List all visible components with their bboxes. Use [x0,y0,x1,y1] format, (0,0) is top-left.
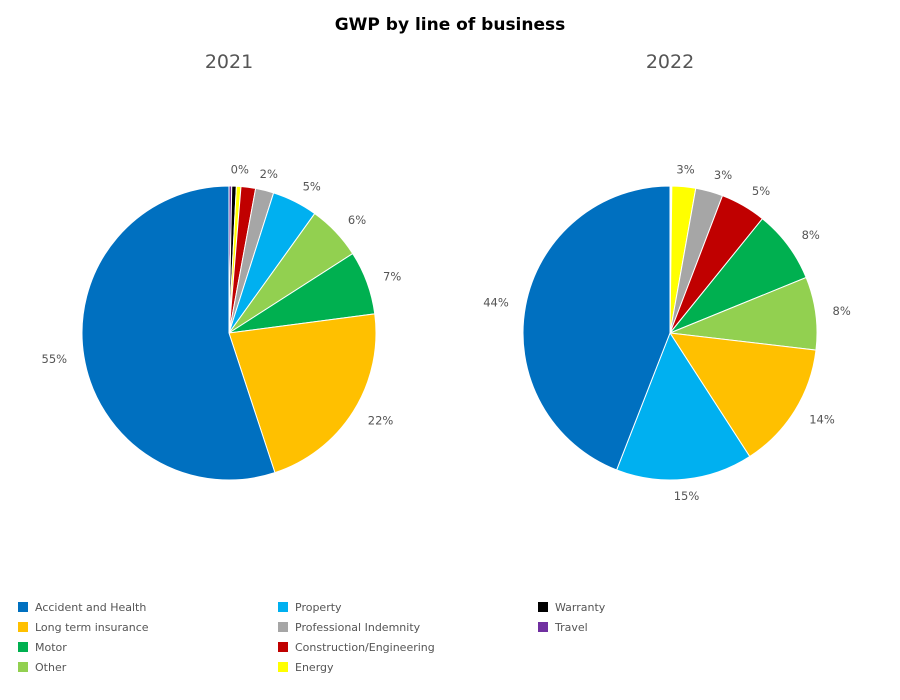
legend-item-other[interactable]: Other [18,657,66,677]
pie-slice-property [615,331,751,481]
slice-label-energy: 0% [231,162,249,176]
legend-label: Motor [35,640,67,654]
legend-label: Energy [295,660,334,674]
legend-item-property[interactable]: Property [278,597,342,617]
slice-label-motor: 7% [383,270,401,284]
pie-slice-accident-and-health [522,185,671,471]
legend-swatch [278,622,288,632]
slice-label-long-term-insurance: 22% [368,413,394,427]
slice-label-other: 8% [833,304,851,318]
legend-item-energy[interactable]: Energy [278,657,334,677]
legend-label: Construction/Engineering [295,640,435,654]
legend-label: Other [35,660,67,674]
legend-item-professional-indemnity[interactable]: Professional Indemnity [278,617,420,637]
legend-label: Professional Indemnity [295,620,421,634]
legend-item-travel[interactable]: Travel [538,617,588,637]
pie-slice-accident-and-health [81,185,276,481]
legend-item-long-term-insurance[interactable]: Long term insurance [18,617,149,637]
slice-label-energy: 3% [676,163,694,177]
pie-2022: 2022 3% 3% 5% 8% 8% 14% 15% 44% [483,51,851,503]
pie-2021: 2021 0% 2% 5% 6% 7% 22% 55% [42,51,401,481]
legend-item-accident-and-health[interactable]: Accident and Health [18,597,146,617]
legend: Accident and Health Long term insurance Mo… [18,600,898,690]
legend-swatch [18,642,28,652]
slice-label-motor: 8% [802,228,820,242]
slice-label-property: 5% [303,179,321,193]
pie-title: 2021 [205,51,253,73]
legend-swatch [278,662,288,672]
slice-label-other: 6% [348,213,366,227]
legend-label: Accident and Health [35,600,147,614]
legend-item-warranty[interactable]: Warranty [538,597,605,617]
legend-label: Warranty [555,600,606,614]
slice-label-property: 15% [674,489,700,503]
legend-label: Property [295,600,342,614]
legend-label: Long term insurance [35,620,149,634]
legend-swatch [18,662,28,672]
slice-label-accident-and-health: 44% [483,296,509,310]
slice-label-professional-indemnity: 3% [714,168,732,182]
legend-swatch [538,622,548,632]
legend-item-motor[interactable]: Motor [18,637,67,657]
slice-label-professional-indemnity: 2% [260,167,278,181]
legend-swatch [18,622,28,632]
pie-title: 2022 [646,51,694,73]
slice-label-accident-and-health: 55% [42,352,68,366]
legend-label: Travel [555,620,588,634]
legend-swatch [278,602,288,612]
pie-slice-long-term-insurance [669,332,817,458]
slice-label-construction-engineering: 5% [752,184,770,198]
legend-item-construction-engineering[interactable]: Construction/Engineering [278,637,435,657]
chart-title: GWP by line of business [335,15,566,35]
slice-label-long-term-insurance: 14% [809,413,835,427]
legend-swatch [18,602,28,612]
legend-swatch [278,642,288,652]
pie-charts: GWP by line of business 2021 0% 2% 5% 6% 7% 22… [42,15,851,503]
legend-swatch [538,602,548,612]
pie-slice-long-term-insurance [228,313,377,474]
